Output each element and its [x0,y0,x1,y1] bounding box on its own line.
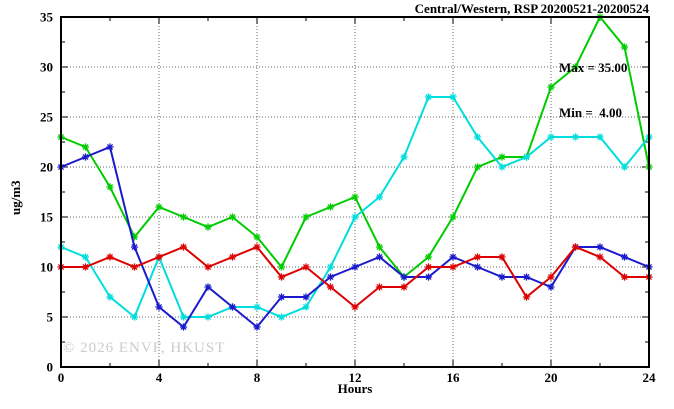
y-tick-label: 10 [40,260,53,275]
y-tick-label: 20 [40,160,53,175]
x-tick-label: 12 [349,370,362,385]
max-label: Max = 35.00 [559,60,628,75]
y-tick-label: 35 [40,10,54,25]
min-label: Min = 4.00 [559,105,623,120]
x-tick-label: 0 [58,370,65,385]
y-axis-label: ug/m3 [8,180,23,215]
y-tick-label: 25 [40,110,54,125]
plot-border [60,16,650,368]
x-tick-label: 20 [545,370,558,385]
y-tick-label: 15 [40,210,54,225]
x-tick-label: 8 [254,370,261,385]
y-tick-label: 5 [47,310,54,325]
chart-title: Central/Western, RSP 20200521-20200524 [414,1,649,16]
watermark: © 2026 ENVF, HKUST [63,340,226,356]
y-tick-label: 30 [40,60,53,75]
axis-ticks [60,16,650,368]
y-tick-label: 0 [47,360,54,375]
max-min-annotation: Max = 35.00 Min = 4.00 [559,30,627,150]
tick-labels: 0 5 10 15 20 25 30 35 0 4 8 12 16 20 24 [40,10,656,386]
x-tick-label: 16 [447,370,461,385]
x-tick-label: 24 [643,370,657,385]
x-axis-label: Hours [337,381,373,396]
series-red-line [61,245,649,309]
x-tick-label: 4 [156,370,163,385]
series-red [57,243,653,311]
